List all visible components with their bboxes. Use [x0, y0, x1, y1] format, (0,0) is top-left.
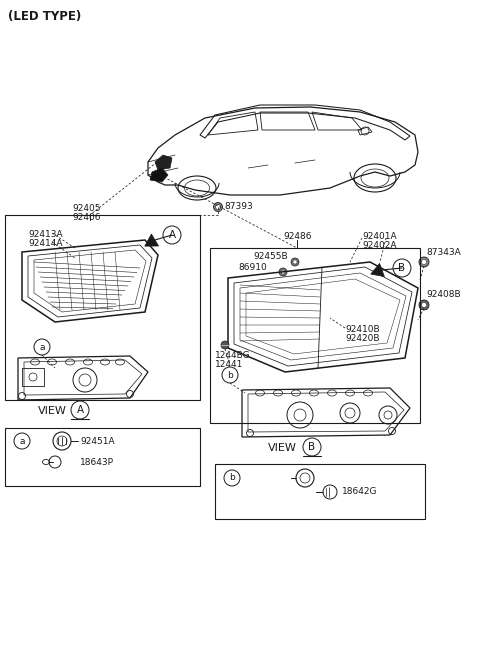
Text: 87343A: 87343A: [426, 248, 461, 257]
Text: b: b: [227, 371, 233, 379]
Circle shape: [419, 257, 429, 267]
Text: 92402A: 92402A: [362, 241, 396, 250]
Bar: [22, 368, 44, 386]
Circle shape: [214, 202, 223, 212]
Text: 92413A: 92413A: [28, 230, 62, 239]
Text: 92408B: 92408B: [426, 290, 461, 299]
Text: 87393: 87393: [224, 202, 253, 211]
Polygon shape: [144, 234, 158, 246]
Bar: [210, 248, 420, 423]
Text: 92455B: 92455B: [253, 252, 288, 261]
Text: VIEW: VIEW: [268, 443, 297, 453]
Text: B: B: [309, 442, 315, 452]
Circle shape: [291, 258, 299, 266]
Text: 92451A: 92451A: [80, 437, 115, 446]
Text: B: B: [398, 263, 406, 273]
Circle shape: [281, 270, 285, 274]
Circle shape: [279, 268, 287, 276]
Text: 92401A: 92401A: [362, 232, 396, 241]
Text: 18642G: 18642G: [342, 487, 377, 496]
Text: 12441: 12441: [215, 360, 243, 369]
Circle shape: [419, 300, 429, 310]
Text: 86910: 86910: [238, 263, 267, 272]
Text: 92486: 92486: [283, 232, 312, 241]
Text: a: a: [39, 343, 45, 352]
Text: A: A: [76, 405, 84, 415]
Polygon shape: [371, 263, 384, 276]
Text: 92420B: 92420B: [345, 334, 380, 343]
Text: 92406: 92406: [72, 213, 100, 222]
Polygon shape: [155, 155, 172, 170]
Polygon shape: [150, 168, 168, 182]
Bar: [215, 464, 425, 519]
Text: A: A: [168, 230, 176, 240]
Text: 92410B: 92410B: [345, 325, 380, 334]
Text: a: a: [19, 436, 25, 445]
Text: (LED TYPE): (LED TYPE): [8, 10, 81, 23]
Circle shape: [421, 259, 427, 265]
Text: 92414A: 92414A: [28, 239, 62, 248]
Circle shape: [293, 260, 297, 264]
Circle shape: [421, 303, 427, 307]
Circle shape: [216, 204, 220, 210]
Circle shape: [221, 341, 229, 349]
Text: b: b: [229, 474, 235, 483]
Text: VIEW: VIEW: [38, 406, 67, 416]
Text: 18643P: 18643P: [80, 458, 114, 467]
Bar: [5, 428, 200, 486]
Bar: [5, 215, 200, 400]
Text: 1244BG: 1244BG: [215, 351, 251, 360]
Text: 92405: 92405: [72, 204, 100, 213]
